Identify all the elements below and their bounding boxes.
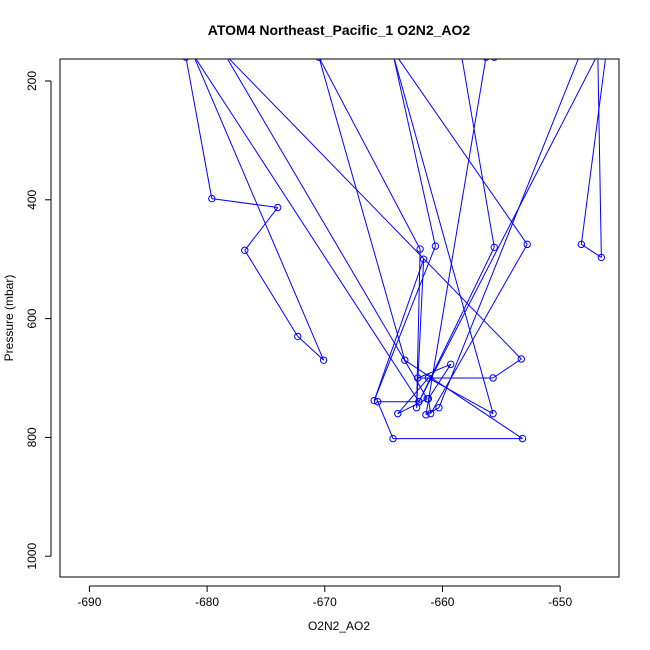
data-point	[414, 374, 422, 382]
series-line-segment	[427, 364, 452, 400]
series-line-segment	[404, 359, 523, 440]
series-line-segment	[194, 59, 325, 361]
series-layer	[182, 51, 609, 443]
series-line-segment	[244, 207, 279, 251]
series-line-segment	[430, 244, 528, 414]
data-point	[472, 51, 478, 57]
data-point	[489, 409, 497, 418]
series-line-segment	[397, 377, 429, 414]
data-point	[208, 194, 216, 203]
data-point	[577, 240, 586, 249]
series-line-segment	[195, 59, 420, 403]
x-tick-label: -670	[313, 595, 337, 609]
series-line-segment	[377, 401, 394, 439]
series-line-segment	[580, 59, 606, 245]
series-line-segment	[297, 336, 324, 361]
x-axis: -690 -680 -670 -660 -650	[77, 585, 572, 609]
data-point	[190, 51, 196, 57]
data-point	[401, 356, 409, 364]
chart-title: ATOM4 Northeast_Pacific_1 O2N2_AO2	[208, 22, 471, 38]
series-line-segment	[397, 398, 428, 415]
data-point	[595, 51, 601, 57]
data-point	[518, 434, 527, 443]
data-point	[517, 355, 526, 363]
data-point	[241, 246, 249, 254]
series-line-segment	[373, 245, 436, 401]
data-point	[394, 409, 402, 418]
y-axis-label: Pressure (mbar)	[2, 275, 16, 362]
data-point	[597, 253, 606, 262]
data-point	[422, 411, 430, 419]
data-point	[603, 51, 609, 57]
data-point	[424, 374, 433, 382]
x-axis-label: O2N2_AO2	[308, 619, 370, 633]
data-point	[390, 51, 396, 57]
data-point	[490, 243, 498, 252]
series-line-segment	[393, 59, 494, 414]
series-line-segment	[244, 250, 299, 337]
data-point	[482, 59, 490, 61]
series-line-segment	[228, 59, 522, 360]
data-point	[435, 403, 443, 412]
data-point	[416, 245, 424, 253]
data-point	[489, 374, 497, 382]
y-tick-label: 600	[25, 308, 39, 328]
x-tick-label: -660	[430, 595, 454, 609]
x-tick-label: -650	[548, 595, 572, 609]
data-point	[392, 51, 398, 57]
y-tick-label: 800	[25, 427, 39, 447]
data-point	[274, 203, 282, 212]
x-tick-label: -680	[195, 595, 219, 609]
y-tick-label: 200	[25, 71, 39, 91]
data-point	[315, 59, 323, 61]
data-point	[319, 356, 328, 364]
data-point	[447, 360, 455, 369]
data-point	[294, 332, 302, 341]
y-tick-label: 1000	[25, 543, 39, 570]
data-point	[374, 398, 382, 406]
data-point	[419, 255, 428, 263]
series-line-segment	[318, 59, 406, 361]
data-point	[370, 396, 378, 405]
series-line-segment	[226, 59, 428, 400]
series-line-segment	[398, 59, 528, 245]
data-point	[480, 51, 486, 57]
data-point	[458, 51, 464, 57]
data-point	[389, 434, 397, 443]
data-point	[523, 240, 531, 249]
series-line-segment	[428, 377, 494, 415]
series-line-segment	[438, 59, 579, 408]
plot-area-frame	[59, 58, 620, 578]
data-point	[431, 242, 440, 250]
data-point	[427, 409, 435, 418]
series-line-segment	[373, 259, 425, 401]
data-point	[415, 398, 423, 406]
series-line-segment	[418, 59, 596, 402]
x-tick-label: -690	[77, 595, 101, 609]
series-line-segment	[185, 59, 213, 199]
data-point	[577, 51, 583, 57]
series-line-segment	[581, 243, 602, 258]
series-line-segment	[597, 59, 602, 258]
series-line-segment	[425, 59, 487, 415]
data-point	[182, 59, 190, 61]
series-line-segment	[461, 59, 495, 248]
data-point	[491, 59, 498, 61]
series-line-segment	[319, 59, 421, 250]
data-point	[222, 51, 228, 57]
y-tick-label: 400	[25, 189, 39, 209]
series-line-segment	[211, 198, 278, 209]
data-point	[424, 395, 433, 403]
series-line-segment	[393, 59, 436, 247]
series-line-segment	[492, 358, 522, 379]
series-line-segment	[418, 247, 495, 402]
y-axis: 200 400 600 800 1000	[25, 71, 52, 570]
